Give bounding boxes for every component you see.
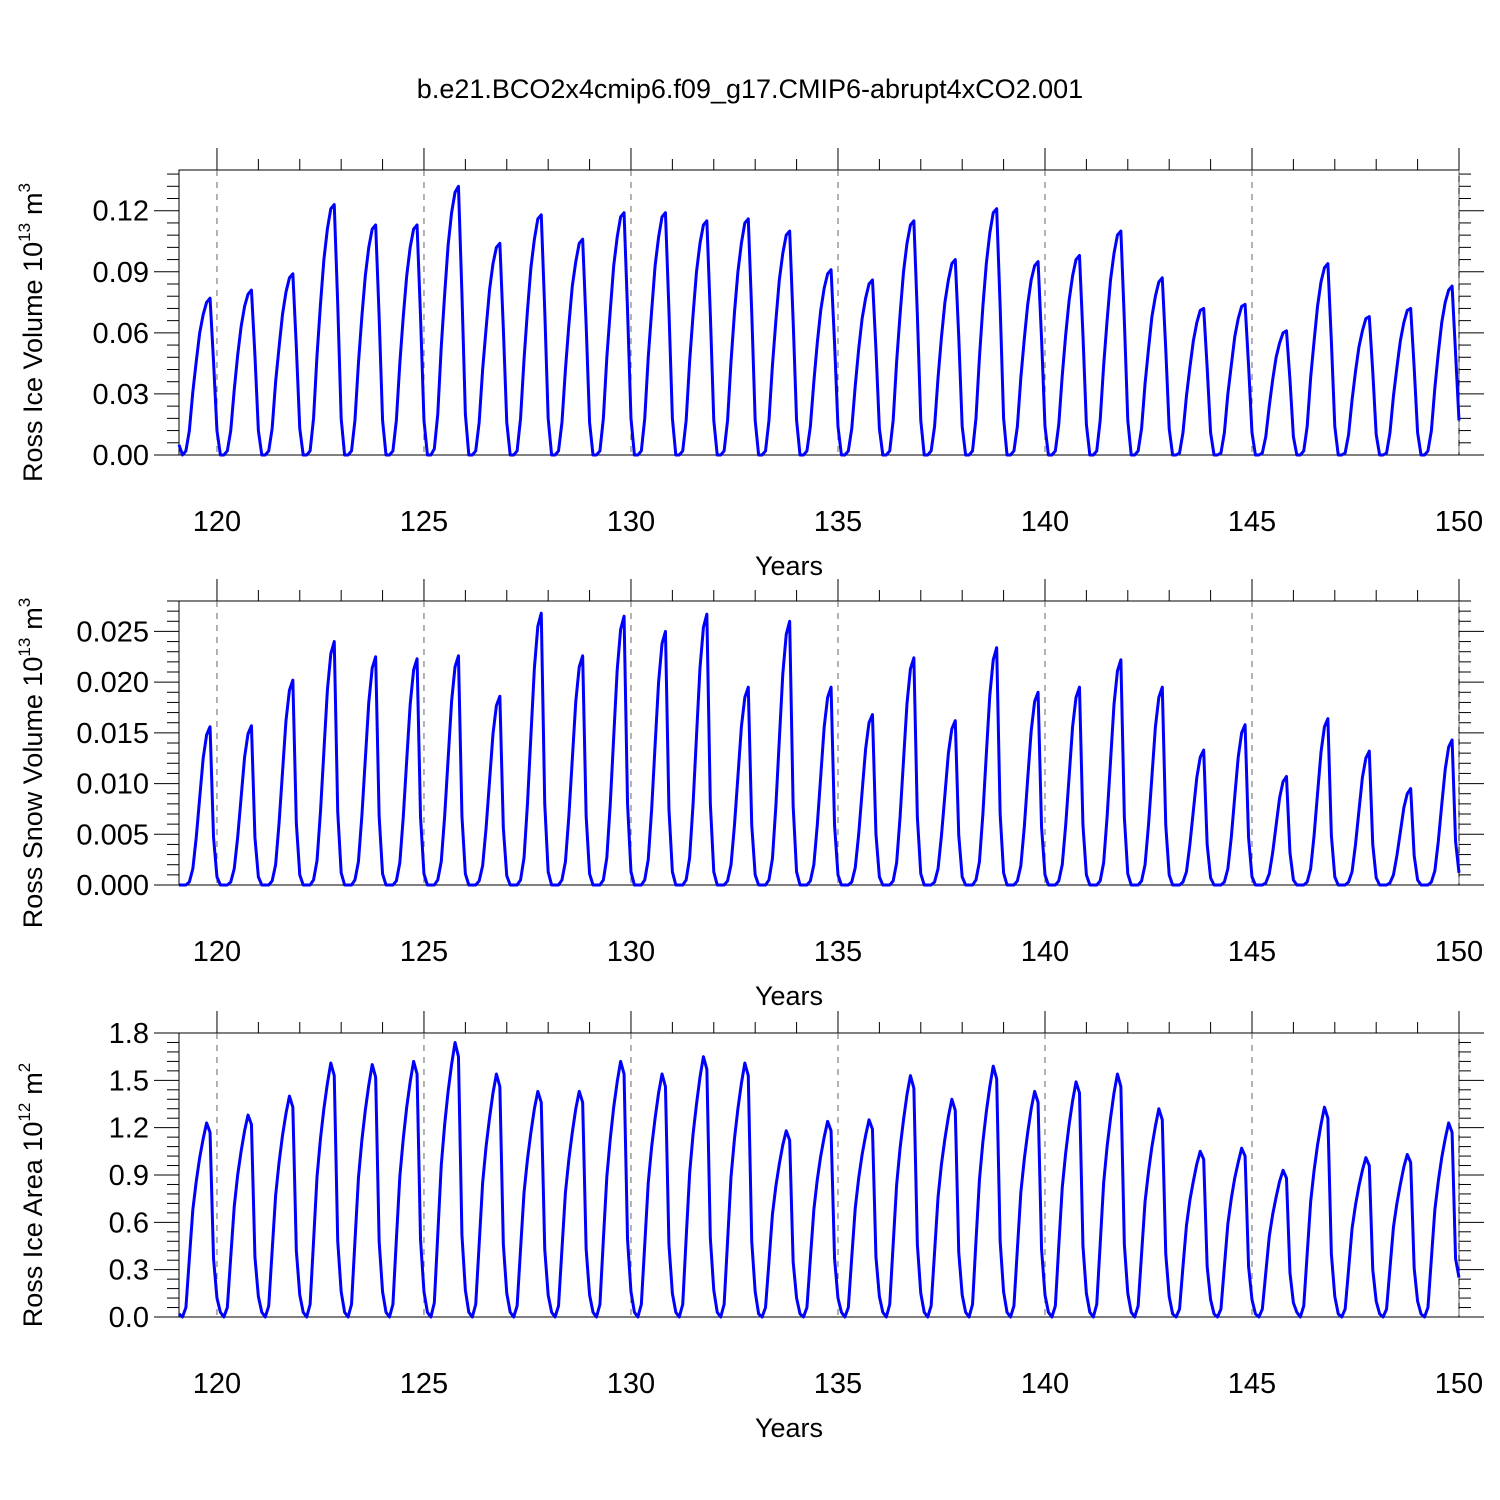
y-tick-label: 1.2 xyxy=(109,1113,149,1145)
y-tick-label: 0.025 xyxy=(76,616,149,648)
y-tick-label: 0.010 xyxy=(76,769,149,801)
x-tick-label: 135 xyxy=(814,936,862,968)
y-tick-label: 0.6 xyxy=(109,1207,149,1239)
x-tick-label: 120 xyxy=(193,1368,241,1400)
y-tick-label: 0.09 xyxy=(93,257,149,289)
x-axis-label: Years xyxy=(755,551,823,581)
x-tick-label: 140 xyxy=(1021,936,1069,968)
y-label-text: Ross Ice Volume 10 xyxy=(18,242,48,482)
data-line xyxy=(177,1040,1461,1319)
y-axis-label: Ross Ice Volume 1013 m3 xyxy=(15,183,48,482)
x-tick-label: 140 xyxy=(1021,1368,1069,1400)
y-tick-label: 1.5 xyxy=(109,1065,149,1097)
x-tick-label: 150 xyxy=(1435,506,1483,538)
x-tick-label: 120 xyxy=(193,936,241,968)
plot-frame xyxy=(178,169,1460,456)
y-tick-label: 0.00 xyxy=(93,440,149,472)
y-tick-label: 0.005 xyxy=(76,819,149,851)
y-label-unit-exponent: 3 xyxy=(15,598,34,607)
x-tick-label: 130 xyxy=(607,1368,655,1400)
x-tick-label: 135 xyxy=(814,1368,862,1400)
x-tick-label: 130 xyxy=(607,506,655,538)
y-tick-label: 0.020 xyxy=(76,667,149,699)
y-tick-label: 0.12 xyxy=(93,196,149,228)
y-tick-label: 0.03 xyxy=(93,379,149,411)
y-label-exponent: 13 xyxy=(15,223,34,242)
y-axis-label: Ross Ice Area 1012 m2 xyxy=(15,1063,48,1328)
y-label-unit: m xyxy=(18,192,48,215)
data-line xyxy=(179,611,1461,887)
x-axis-label: Years xyxy=(755,981,823,1011)
y-label-text: Ross Ice Area 10 xyxy=(18,1122,48,1328)
y-tick-label: 0.9 xyxy=(109,1160,149,1192)
x-tick-label: 130 xyxy=(607,936,655,968)
x-tick-label: 125 xyxy=(400,936,448,968)
y-tick-label: 0.000 xyxy=(76,870,149,902)
y-label-text: Ross Snow Volume 10 xyxy=(18,657,48,929)
x-tick-label: 145 xyxy=(1228,506,1276,538)
data-line xyxy=(177,184,1461,457)
y-label-unit-exponent: 2 xyxy=(15,1063,34,1072)
x-tick-label: 145 xyxy=(1228,1368,1276,1400)
y-tick-label: 0.06 xyxy=(93,318,149,350)
y-label-unit: m xyxy=(18,607,48,630)
y-tick-label: 0.0 xyxy=(109,1302,149,1334)
y-label-unit: m xyxy=(18,1072,48,1095)
plot-frame xyxy=(178,600,1460,886)
y-tick-label: 1.8 xyxy=(109,1018,149,1050)
x-tick-label: 135 xyxy=(814,506,862,538)
y-axis-label: Ross Snow Volume 1013 m3 xyxy=(15,598,48,929)
chart-title: b.e21.BCO2x4cmip6.f09_g17.CMIP6-abrupt4x… xyxy=(417,74,1083,104)
y-tick-label: 0.015 xyxy=(76,718,149,750)
x-tick-label: 140 xyxy=(1021,506,1069,538)
x-axis-label: Years xyxy=(755,1413,823,1443)
y-tick-label: 0.3 xyxy=(109,1255,149,1287)
x-tick-label: 145 xyxy=(1228,936,1276,968)
x-tick-label: 120 xyxy=(193,506,241,538)
y-label-unit-exponent: 3 xyxy=(15,183,34,192)
y-label-exponent: 13 xyxy=(15,638,34,657)
y-label-exponent: 12 xyxy=(15,1103,34,1122)
x-tick-label: 125 xyxy=(400,1368,448,1400)
x-tick-label: 150 xyxy=(1435,1368,1483,1400)
x-tick-label: 125 xyxy=(400,506,448,538)
x-tick-label: 150 xyxy=(1435,936,1483,968)
